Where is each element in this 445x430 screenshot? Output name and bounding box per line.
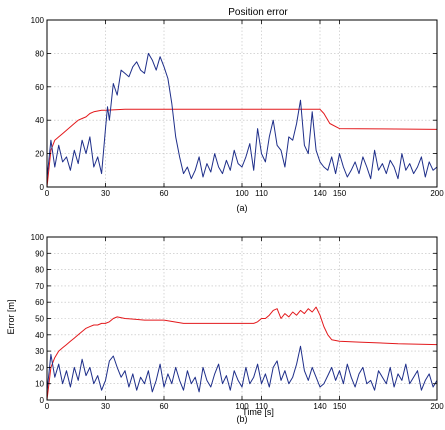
- y-tick-label: 10: [35, 380, 44, 389]
- chart-title-a: Position error: [228, 7, 288, 18]
- x-tick-label: 200: [430, 402, 444, 411]
- x-tick-label: 110: [255, 402, 268, 411]
- x-tick-label: 140: [313, 402, 327, 411]
- x-tick-label: 0: [45, 189, 50, 198]
- y-tick-label: 40: [35, 116, 44, 125]
- x-tick-label: 100: [235, 402, 249, 411]
- x-tick-label: 60: [160, 402, 169, 411]
- panel-caption: (a): [237, 203, 248, 213]
- x-tick-label: 140: [313, 189, 327, 198]
- y-tick-label: 0: [40, 183, 45, 192]
- y-tick-label: 60: [35, 298, 44, 307]
- series-line-blue: [46, 52, 438, 180]
- x-tick-label: 150: [333, 402, 347, 411]
- x-axis-label-b: Time [s]: [242, 407, 274, 417]
- y-axis-label-b: Error [m]: [6, 300, 16, 335]
- panel-b: Time [s] Error [m] 0 30 60 100 110 140 150 200 0…: [6, 233, 444, 424]
- series-line-red: [46, 306, 438, 401]
- y-tick-label: 40: [35, 331, 44, 340]
- x-tick-label: 60: [160, 189, 169, 198]
- panel-caption: (b): [237, 414, 248, 424]
- series-line-red: [46, 108, 438, 188]
- x-tick-label: 30: [101, 402, 110, 411]
- y-tick-label: 90: [35, 249, 44, 258]
- y-tick-label: 80: [35, 49, 44, 58]
- y-tick-label: 70: [35, 282, 44, 291]
- y-tick-label: 60: [35, 83, 44, 92]
- y-tick-label: 50: [35, 315, 44, 324]
- x-tick-label: 200: [430, 189, 444, 198]
- y-tick-label: 20: [35, 150, 44, 159]
- x-tick-label: 100: [235, 189, 249, 198]
- x-tick-label: 110: [255, 189, 268, 198]
- y-tick-label: 80: [35, 266, 44, 275]
- y-tick-label: 100: [31, 233, 45, 242]
- y-tick-label: 0: [40, 396, 45, 405]
- x-tick-label: 0: [45, 402, 50, 411]
- panel-a: Position error 0 30 60 100 110 140 150 200 0 20 40…: [31, 7, 445, 213]
- x-tick-label: 30: [101, 189, 110, 198]
- y-tick-label: 20: [35, 363, 44, 372]
- series-line-blue: [46, 345, 438, 393]
- y-tick-label: 100: [31, 16, 45, 25]
- x-tick-label: 150: [333, 189, 347, 198]
- y-tick-label: 30: [35, 347, 44, 356]
